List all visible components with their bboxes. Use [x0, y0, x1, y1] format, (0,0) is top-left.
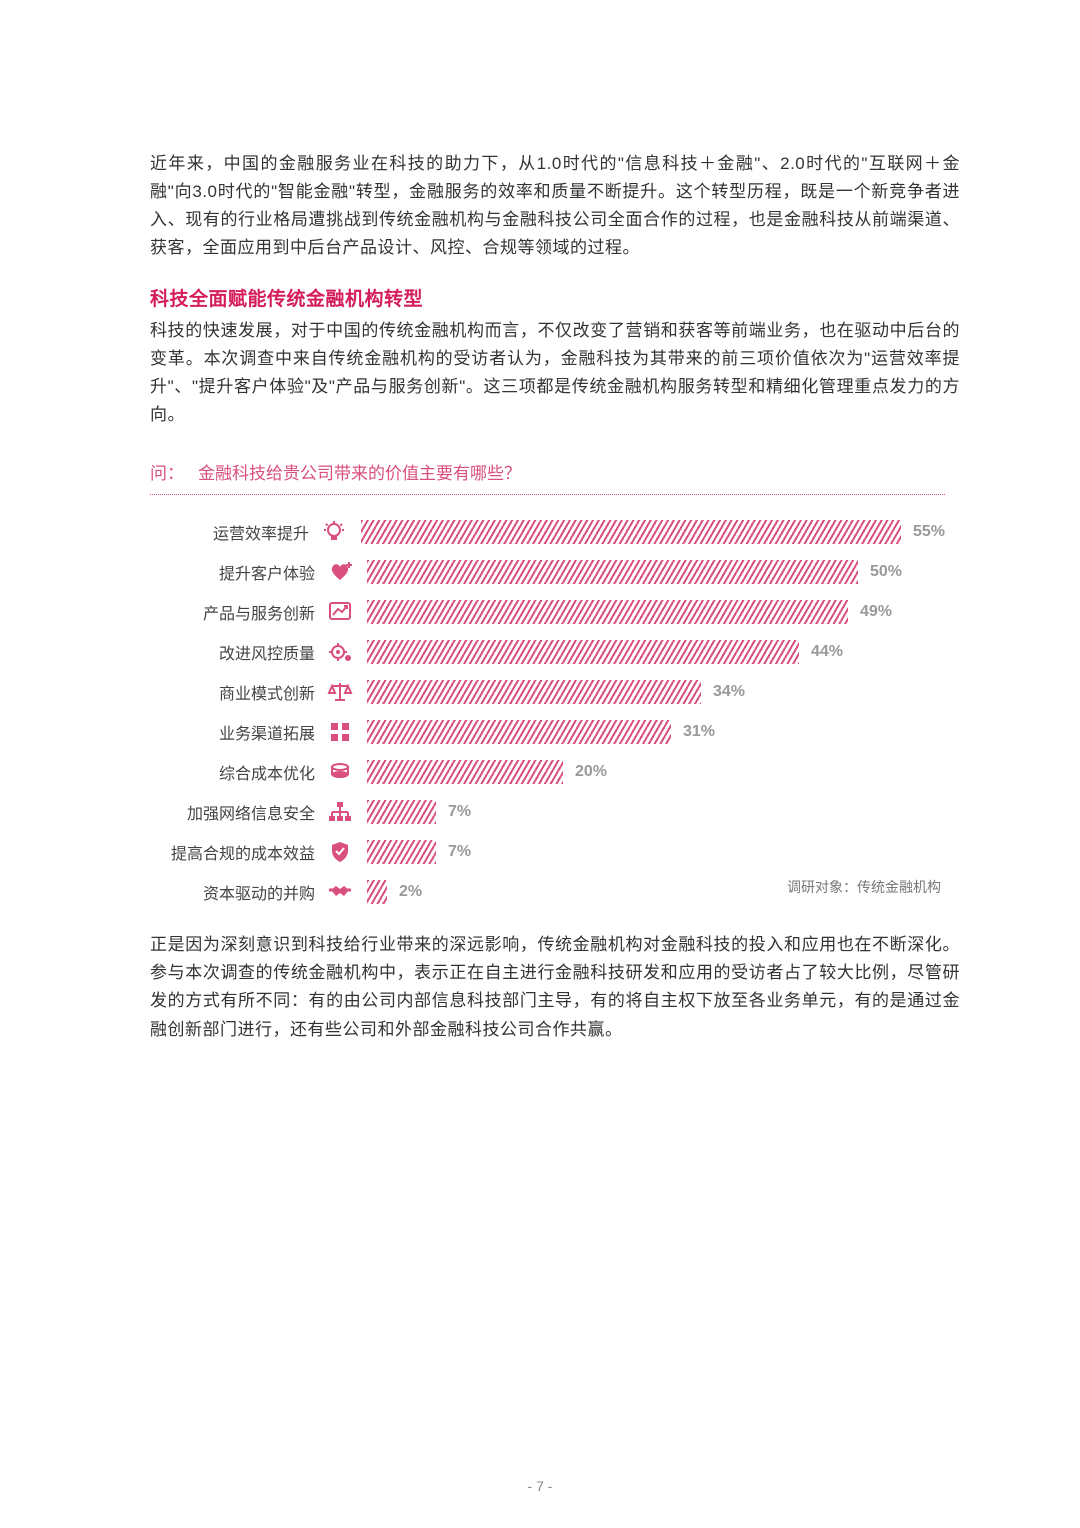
bar-value: 50%: [870, 563, 902, 581]
bar-row: 加强网络信息安全 7%: [150, 797, 945, 827]
scales-icon: [323, 678, 357, 706]
section-paragraph: 科技的快速发展，对于中国的传统金融机构而言，不仅改变了营销和获客等前端业务，也在…: [150, 317, 960, 429]
bar-fill: [367, 760, 563, 784]
bar-track: 34%: [367, 680, 945, 704]
bar-fill: [367, 800, 436, 824]
bar-fill: [367, 880, 387, 904]
bar-fill: [367, 640, 799, 664]
bar-label: 资本驱动的并购: [150, 880, 323, 904]
bar-label: 运营效率提升: [150, 520, 317, 544]
bar-track: 20%: [367, 760, 945, 784]
bar-fill: [361, 520, 901, 544]
bar-value: 31%: [683, 723, 715, 741]
bar-track: 44%: [367, 640, 945, 664]
bar-row: 综合成本优化 20%: [150, 757, 945, 787]
bar-track: 50%: [367, 560, 945, 584]
bar-value: 55%: [913, 523, 945, 541]
heart-plus-icon: [323, 558, 357, 586]
bar-row: 运营效率提升 55%: [150, 517, 945, 547]
bar-label: 提高合规的成本效益: [150, 840, 323, 864]
bar-row: 资本驱动的并购 2%: [150, 877, 945, 907]
question-prefix: 问：: [150, 459, 184, 484]
page-number: - 7 -: [0, 1478, 1080, 1494]
bar-track: 49%: [367, 600, 945, 624]
bar-track: 2%: [367, 880, 945, 904]
bar-value: 2%: [399, 883, 422, 901]
bar-label: 商业模式创新: [150, 680, 323, 704]
gear-icon: [323, 638, 357, 666]
closing-paragraph: 正是因为深刻意识到科技给行业带来的深远影响，传统金融机构对金融科技的投入和应用也…: [150, 931, 960, 1043]
shield-icon: [323, 838, 357, 866]
bar-label: 加强网络信息安全: [150, 800, 323, 824]
bar-row: 业务渠道拓展 31%: [150, 717, 945, 747]
bar-value: 49%: [860, 603, 892, 621]
bar-value: 7%: [448, 803, 471, 821]
handshake-icon: [323, 878, 357, 906]
bar-track: 31%: [367, 720, 945, 744]
bar-row: 提升客户体验 50%: [150, 557, 945, 587]
intro-paragraph: 近年来，中国的金融服务业在科技的助力下，从1.0时代的"信息科技＋金融"、2.0…: [150, 150, 960, 262]
bar-row: 提高合规的成本效益 7%: [150, 837, 945, 867]
network-icon: [323, 798, 357, 826]
bar-label: 业务渠道拓展: [150, 720, 323, 744]
bar-value: 44%: [811, 643, 843, 661]
question-text: 金融科技给贵公司带来的价值主要有哪些？: [198, 459, 521, 484]
dotted-separator: [150, 494, 945, 495]
bar-track: 55%: [361, 520, 945, 544]
bar-track: 7%: [367, 800, 945, 824]
page-container: 近年来，中国的金融服务业在科技的助力下，从1.0时代的"信息科技＋金融"、2.0…: [0, 0, 1080, 1528]
bar-fill: [367, 600, 848, 624]
bar-fill: [367, 560, 858, 584]
chart-question-row: 问： 金融科技给贵公司带来的价值主要有哪些？: [150, 459, 945, 494]
bar-list: 运营效率提升 55% 提升客户体验 50% 产品与服务创新 49% 改进风控质量 44% 商业模…: [150, 517, 945, 907]
value-chart: 问： 金融科技给贵公司带来的价值主要有哪些？ 运营效率提升 55% 提升客户体验 50…: [150, 459, 945, 897]
bar-label: 产品与服务创新: [150, 600, 323, 624]
bar-fill: [367, 720, 671, 744]
bar-label: 提升客户体验: [150, 560, 323, 584]
bar-fill: [367, 680, 701, 704]
bar-row: 改进风控质量 44%: [150, 637, 945, 667]
bar-track: 7%: [367, 840, 945, 864]
bar-row: 商业模式创新 34%: [150, 677, 945, 707]
grid-icon: [323, 718, 357, 746]
bar-value: 20%: [575, 763, 607, 781]
section-heading: 科技全面赋能传统金融机构转型: [150, 284, 960, 311]
bar-label: 改进风控质量: [150, 640, 323, 664]
bar-row: 产品与服务创新 49%: [150, 597, 945, 627]
bar-fill: [367, 840, 436, 864]
chart-up-icon: [323, 598, 357, 626]
bar-value: 34%: [713, 683, 745, 701]
bar-label: 综合成本优化: [150, 760, 323, 784]
bar-value: 7%: [448, 843, 471, 861]
coins-icon: [323, 758, 357, 786]
lightbulb-icon: [317, 518, 351, 546]
